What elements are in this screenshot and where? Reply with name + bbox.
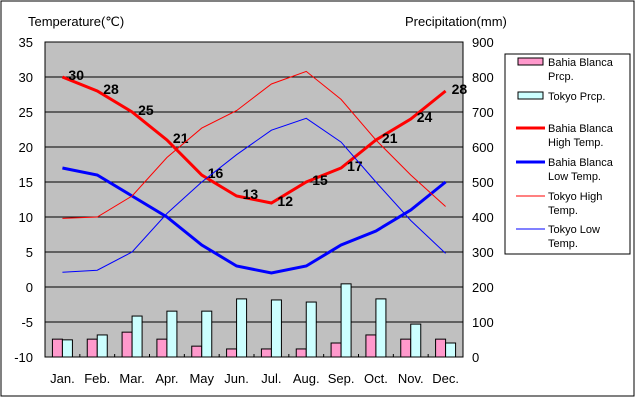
left-tick-label: 35	[19, 35, 33, 50]
bar-bahia-blanca	[260, 348, 272, 358]
bar-tokyo	[270, 299, 282, 358]
data-label: 12	[277, 193, 293, 209]
bar-tokyo	[410, 323, 422, 358]
data-label: 30	[68, 67, 84, 83]
left-tick-label: 25	[19, 105, 33, 120]
left-tick-label: 0	[26, 280, 33, 295]
legend-label: Bahia Blanca	[548, 157, 614, 169]
x-tick-label: Nov.	[398, 371, 424, 386]
legend-label: Bahia Blanca	[548, 57, 614, 69]
x-tick-label: Mar.	[119, 371, 144, 386]
bar-tokyo	[96, 334, 108, 358]
left-tick-label: 20	[19, 140, 33, 155]
bar-bahia-blanca	[226, 348, 238, 358]
legend-swatch	[517, 57, 544, 66]
legend-label: Tokyo High	[548, 191, 602, 203]
bar-tokyo	[131, 315, 143, 358]
bar-tokyo	[340, 283, 352, 358]
data-label: 15	[312, 172, 328, 188]
data-label: 21	[173, 130, 189, 146]
left-tick-label: 15	[19, 175, 33, 190]
data-label: 21	[382, 130, 398, 146]
legend	[504, 53, 631, 255]
legend-label: Tokyo Prcp.	[548, 91, 605, 103]
legend-label: Temp.	[548, 205, 578, 217]
bar-bahia-blanca	[295, 348, 307, 358]
data-label: 28	[452, 81, 468, 97]
data-label: 25	[138, 102, 154, 118]
legend-label: Temp.	[548, 238, 578, 250]
bar-tokyo	[166, 310, 178, 358]
x-tick-label: May	[189, 371, 214, 386]
bar-bahia-blanca	[435, 338, 447, 358]
legend-label: Prcp.	[548, 71, 574, 83]
bar-bahia-blanca	[330, 342, 342, 358]
right-tick-label: 400	[472, 210, 494, 225]
bar-bahia-blanca	[400, 338, 412, 358]
x-tick-label: Apr.	[155, 371, 178, 386]
legend-label: Tokyo Low	[548, 224, 600, 236]
x-tick-label: Jan.	[50, 371, 75, 386]
legend-swatch	[517, 91, 544, 100]
bar-tokyo	[61, 339, 73, 358]
right-tick-label: 0	[472, 350, 479, 365]
bar-tokyo	[305, 301, 317, 358]
bar-tokyo	[445, 342, 457, 358]
data-label: 28	[103, 81, 119, 97]
right-tick-label: 700	[472, 105, 494, 120]
x-tick-label: Jul.	[261, 371, 281, 386]
line-bahia-blanca-high-temp-	[61, 75, 447, 205]
data-label: 24	[417, 109, 433, 125]
legend-label: High Temp.	[548, 137, 603, 149]
left-tick-label: 10	[19, 210, 33, 225]
x-tick-label: Jun.	[224, 371, 249, 386]
line-bahia-blanca-low-temp-	[62, 166, 447, 275]
bar-bahia-blanca	[86, 338, 98, 358]
bar-bahia-blanca	[51, 338, 63, 358]
right-tick-label: 600	[472, 140, 494, 155]
bar-bahia-blanca	[121, 331, 133, 358]
bar-tokyo	[201, 310, 213, 358]
legend-label: Bahia Blanca	[548, 123, 614, 135]
x-tick-label: Oct.	[364, 371, 388, 386]
left-tick-label: 30	[19, 70, 33, 85]
data-label: 16	[208, 165, 224, 181]
bar-bahia-blanca	[156, 338, 168, 358]
right-axis-title: Precipitation(mm)	[405, 14, 507, 29]
x-tick-label: Sep.	[328, 371, 355, 386]
right-tick-label: 100	[472, 315, 494, 330]
bar-bahia-blanca	[191, 345, 203, 358]
right-tick-label: 900	[472, 35, 494, 50]
left-tick-label: -5	[21, 315, 33, 330]
right-tick-label: 500	[472, 175, 494, 190]
bar-bahia-blanca	[365, 334, 377, 358]
left-tick-label: -10	[14, 350, 33, 365]
x-tick-label: Feb.	[84, 371, 110, 386]
right-tick-label: 200	[472, 280, 494, 295]
right-tick-label: 300	[472, 245, 494, 260]
legend-label: Low Temp.	[548, 171, 601, 183]
x-tick-label: Dec.	[432, 371, 459, 386]
data-label: 17	[347, 158, 363, 174]
line-tokyo-low-temp-	[62, 117, 446, 273]
left-axis-title: Temperature(℃)	[28, 14, 124, 29]
line-tokyo-high-temp-	[62, 70, 446, 219]
right-tick-label: 800	[472, 70, 494, 85]
x-tick-label: Aug.	[293, 371, 320, 386]
bar-tokyo	[375, 298, 387, 358]
data-label: 13	[243, 186, 259, 202]
bar-tokyo	[236, 298, 248, 358]
left-tick-label: 5	[26, 245, 33, 260]
